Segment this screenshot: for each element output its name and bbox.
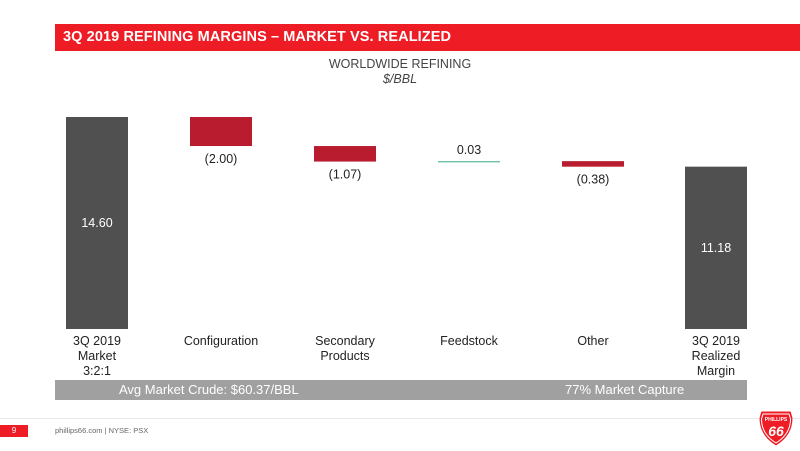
category-label-3: Feedstock [440, 334, 498, 348]
category-label-4: Other [577, 334, 608, 348]
data-label-3: 0.03 [457, 143, 481, 157]
bar-4 [562, 161, 624, 167]
bar-5 [685, 166, 747, 329]
category-label-line: Secondary [315, 334, 376, 348]
data-label-5: 11.18 [701, 241, 731, 255]
bar-2 [314, 146, 376, 162]
logo-text-number: 66 [768, 423, 784, 439]
data-label-2: (1.07) [329, 168, 362, 182]
page-number: 9 [0, 425, 28, 437]
category-label-line: Products [320, 349, 369, 363]
footer-text: phillips66.com | NYSE: PSX [55, 426, 149, 435]
data-label-1: (2.00) [205, 152, 238, 166]
data-label-4: (0.38) [577, 173, 610, 187]
category-label-line: Realized [692, 349, 741, 363]
page-title: 3Q 2019 REFINING MARGINS – MARKET VS. RE… [63, 29, 452, 45]
logo-text-top: PHILLIPS [765, 417, 788, 423]
category-label-line: 3:2:1 [83, 364, 111, 378]
chart-subtitle: WORLDWIDE REFINING $/BBL [0, 57, 800, 87]
avg-crude-label: Avg Market Crude: $60.37/BBL [119, 382, 299, 397]
category-label-1: Configuration [184, 334, 258, 348]
category-label-2: Secondary Products [315, 334, 376, 363]
category-label-line: Other [577, 334, 608, 348]
shield-logo-icon [758, 410, 794, 447]
info-bar: Avg Market Crude: $60.37/BBL 77% Market … [55, 380, 747, 400]
category-label-line: Market [78, 349, 117, 363]
category-label-line: Margin [697, 364, 735, 378]
category-label-0: 3Q 2019 Market 3:2:1 [73, 334, 121, 378]
footer-divider [0, 418, 800, 419]
category-label-line: Feedstock [440, 334, 498, 348]
chart-unit: $/BBL [382, 72, 418, 86]
title-bar: 3Q 2019 REFINING MARGINS – MARKET VS. RE… [55, 24, 800, 51]
bar-1 [190, 117, 252, 147]
data-label-0: 14.60 [81, 216, 112, 230]
category-label-line: 3Q 2019 [692, 334, 740, 348]
category-label-line: Configuration [184, 334, 258, 348]
bar-0 [66, 117, 128, 329]
market-capture-label: 77% Market Capture [565, 382, 685, 397]
phillips66-logo: PHILLIPS 66 [758, 410, 794, 447]
chart-subtitle-text: WORLDWIDE REFINING [328, 57, 472, 71]
category-label-line: 3Q 2019 [73, 334, 121, 348]
category-label-5: 3Q 2019 Realized Margin [692, 334, 741, 378]
bar-3 [438, 161, 500, 163]
